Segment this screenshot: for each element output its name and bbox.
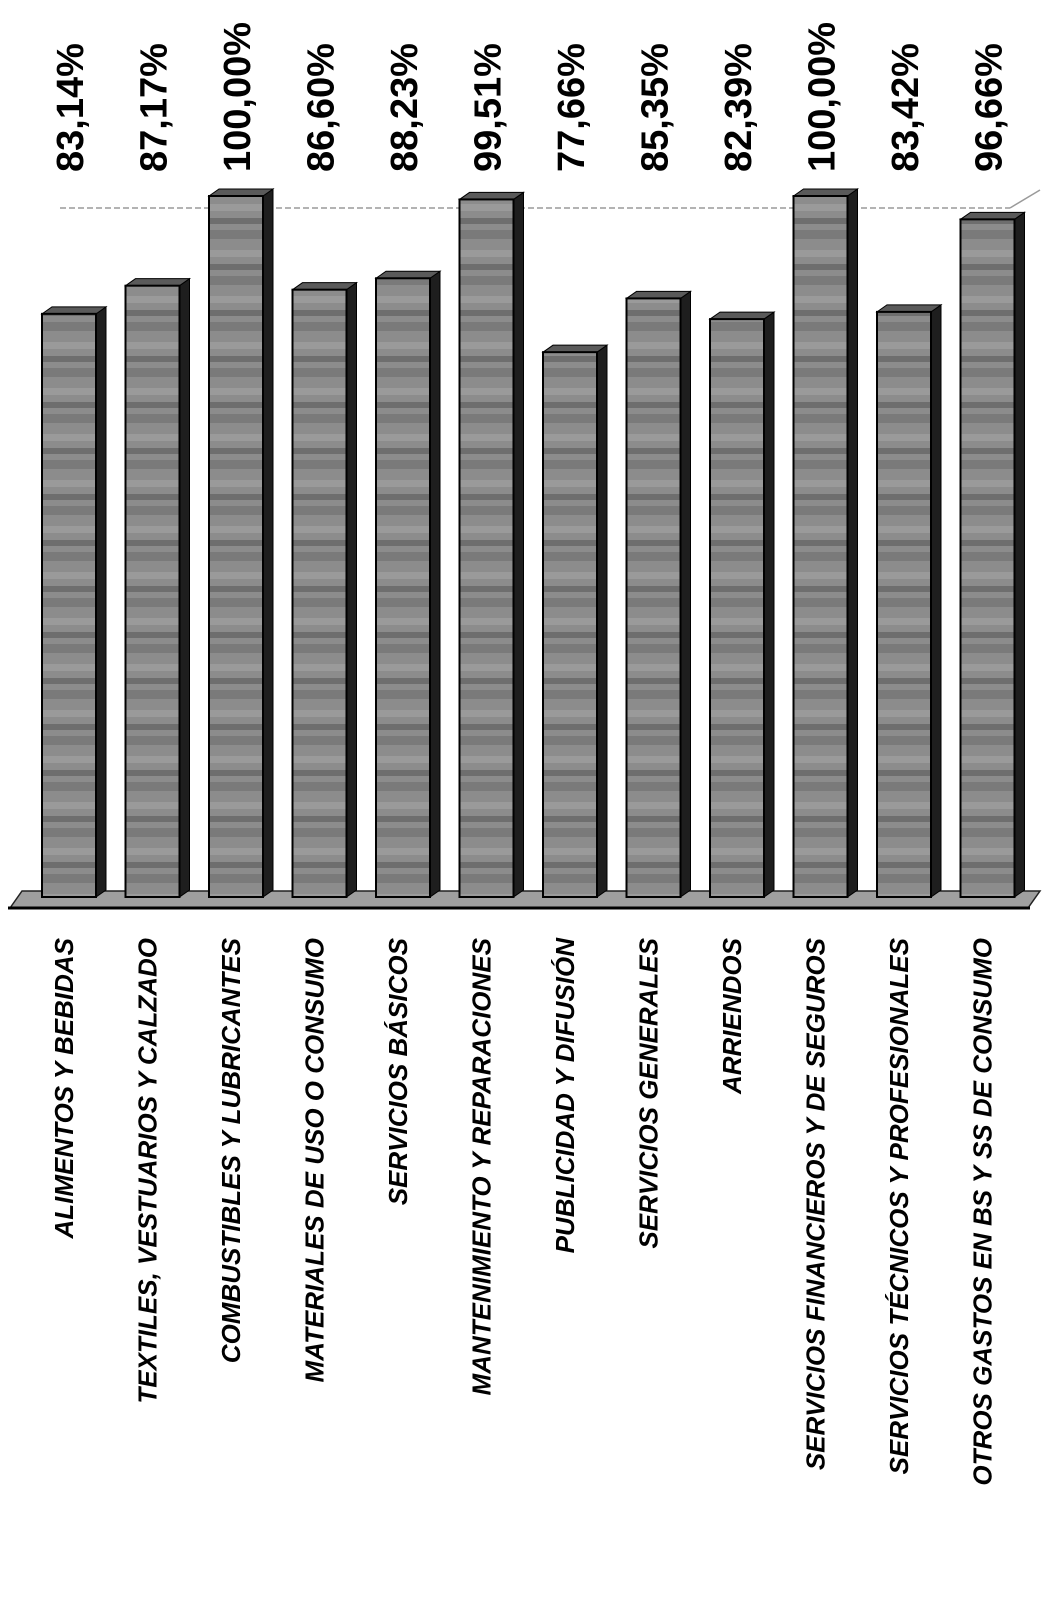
category-label: SERVICIOS BÁSICOS (383, 937, 413, 1205)
category-label: MANTENIMIENTO Y REPARACIONES (467, 937, 497, 1395)
data-label: 83,42% (885, 43, 927, 172)
bar (541, 344, 609, 898)
category-label: OTROS GASTOS EN BS Y SS DE CONSUMO (968, 938, 998, 1486)
data-label: 86,60% (301, 43, 343, 172)
data-label: 100,00% (802, 22, 844, 172)
category-label: TEXTILES, VESTUARIOS Y CALZADO (133, 938, 163, 1404)
category-label: ARRIENDOS (717, 937, 747, 1095)
data-label: 82,39% (718, 43, 760, 172)
data-label: 100,00% (217, 22, 259, 172)
category-label: SERVICIOS GENERALES (634, 937, 664, 1248)
bar (207, 188, 275, 898)
category-label: ALIMENTOS Y BEBIDAS (49, 937, 79, 1239)
bar (958, 211, 1027, 898)
data-label: 87,17% (134, 43, 176, 172)
bar (123, 277, 192, 898)
data-label: 99,51% (468, 43, 510, 172)
bar (457, 191, 526, 898)
bar (624, 290, 693, 898)
bar (290, 281, 359, 898)
data-label: 85,35% (635, 43, 677, 172)
bar (791, 188, 860, 898)
category-label: PUBLICIDAD Y DIFUSIÓN (550, 937, 580, 1254)
bar (374, 270, 442, 899)
data-label: 88,23% (384, 43, 426, 172)
data-label: 77,66% (551, 43, 593, 172)
category-label: SERVICIOS FINANCIEROS Y DE SEGUROS (801, 937, 831, 1470)
category-label: SERVICIOS TÉCNICOS Y PROFESIONALES (884, 937, 914, 1474)
bar (40, 305, 108, 899)
data-label: 83,14% (50, 43, 92, 172)
category-label: COMBUSTIBLES Y LUBRICANTES (216, 937, 246, 1363)
bar (875, 303, 943, 898)
category-label: MATERIALES DE USO O CONSUMO (300, 938, 330, 1382)
gridline-depth (1009, 189, 1041, 209)
bar (708, 311, 776, 899)
data-label: 96,66% (969, 43, 1011, 172)
